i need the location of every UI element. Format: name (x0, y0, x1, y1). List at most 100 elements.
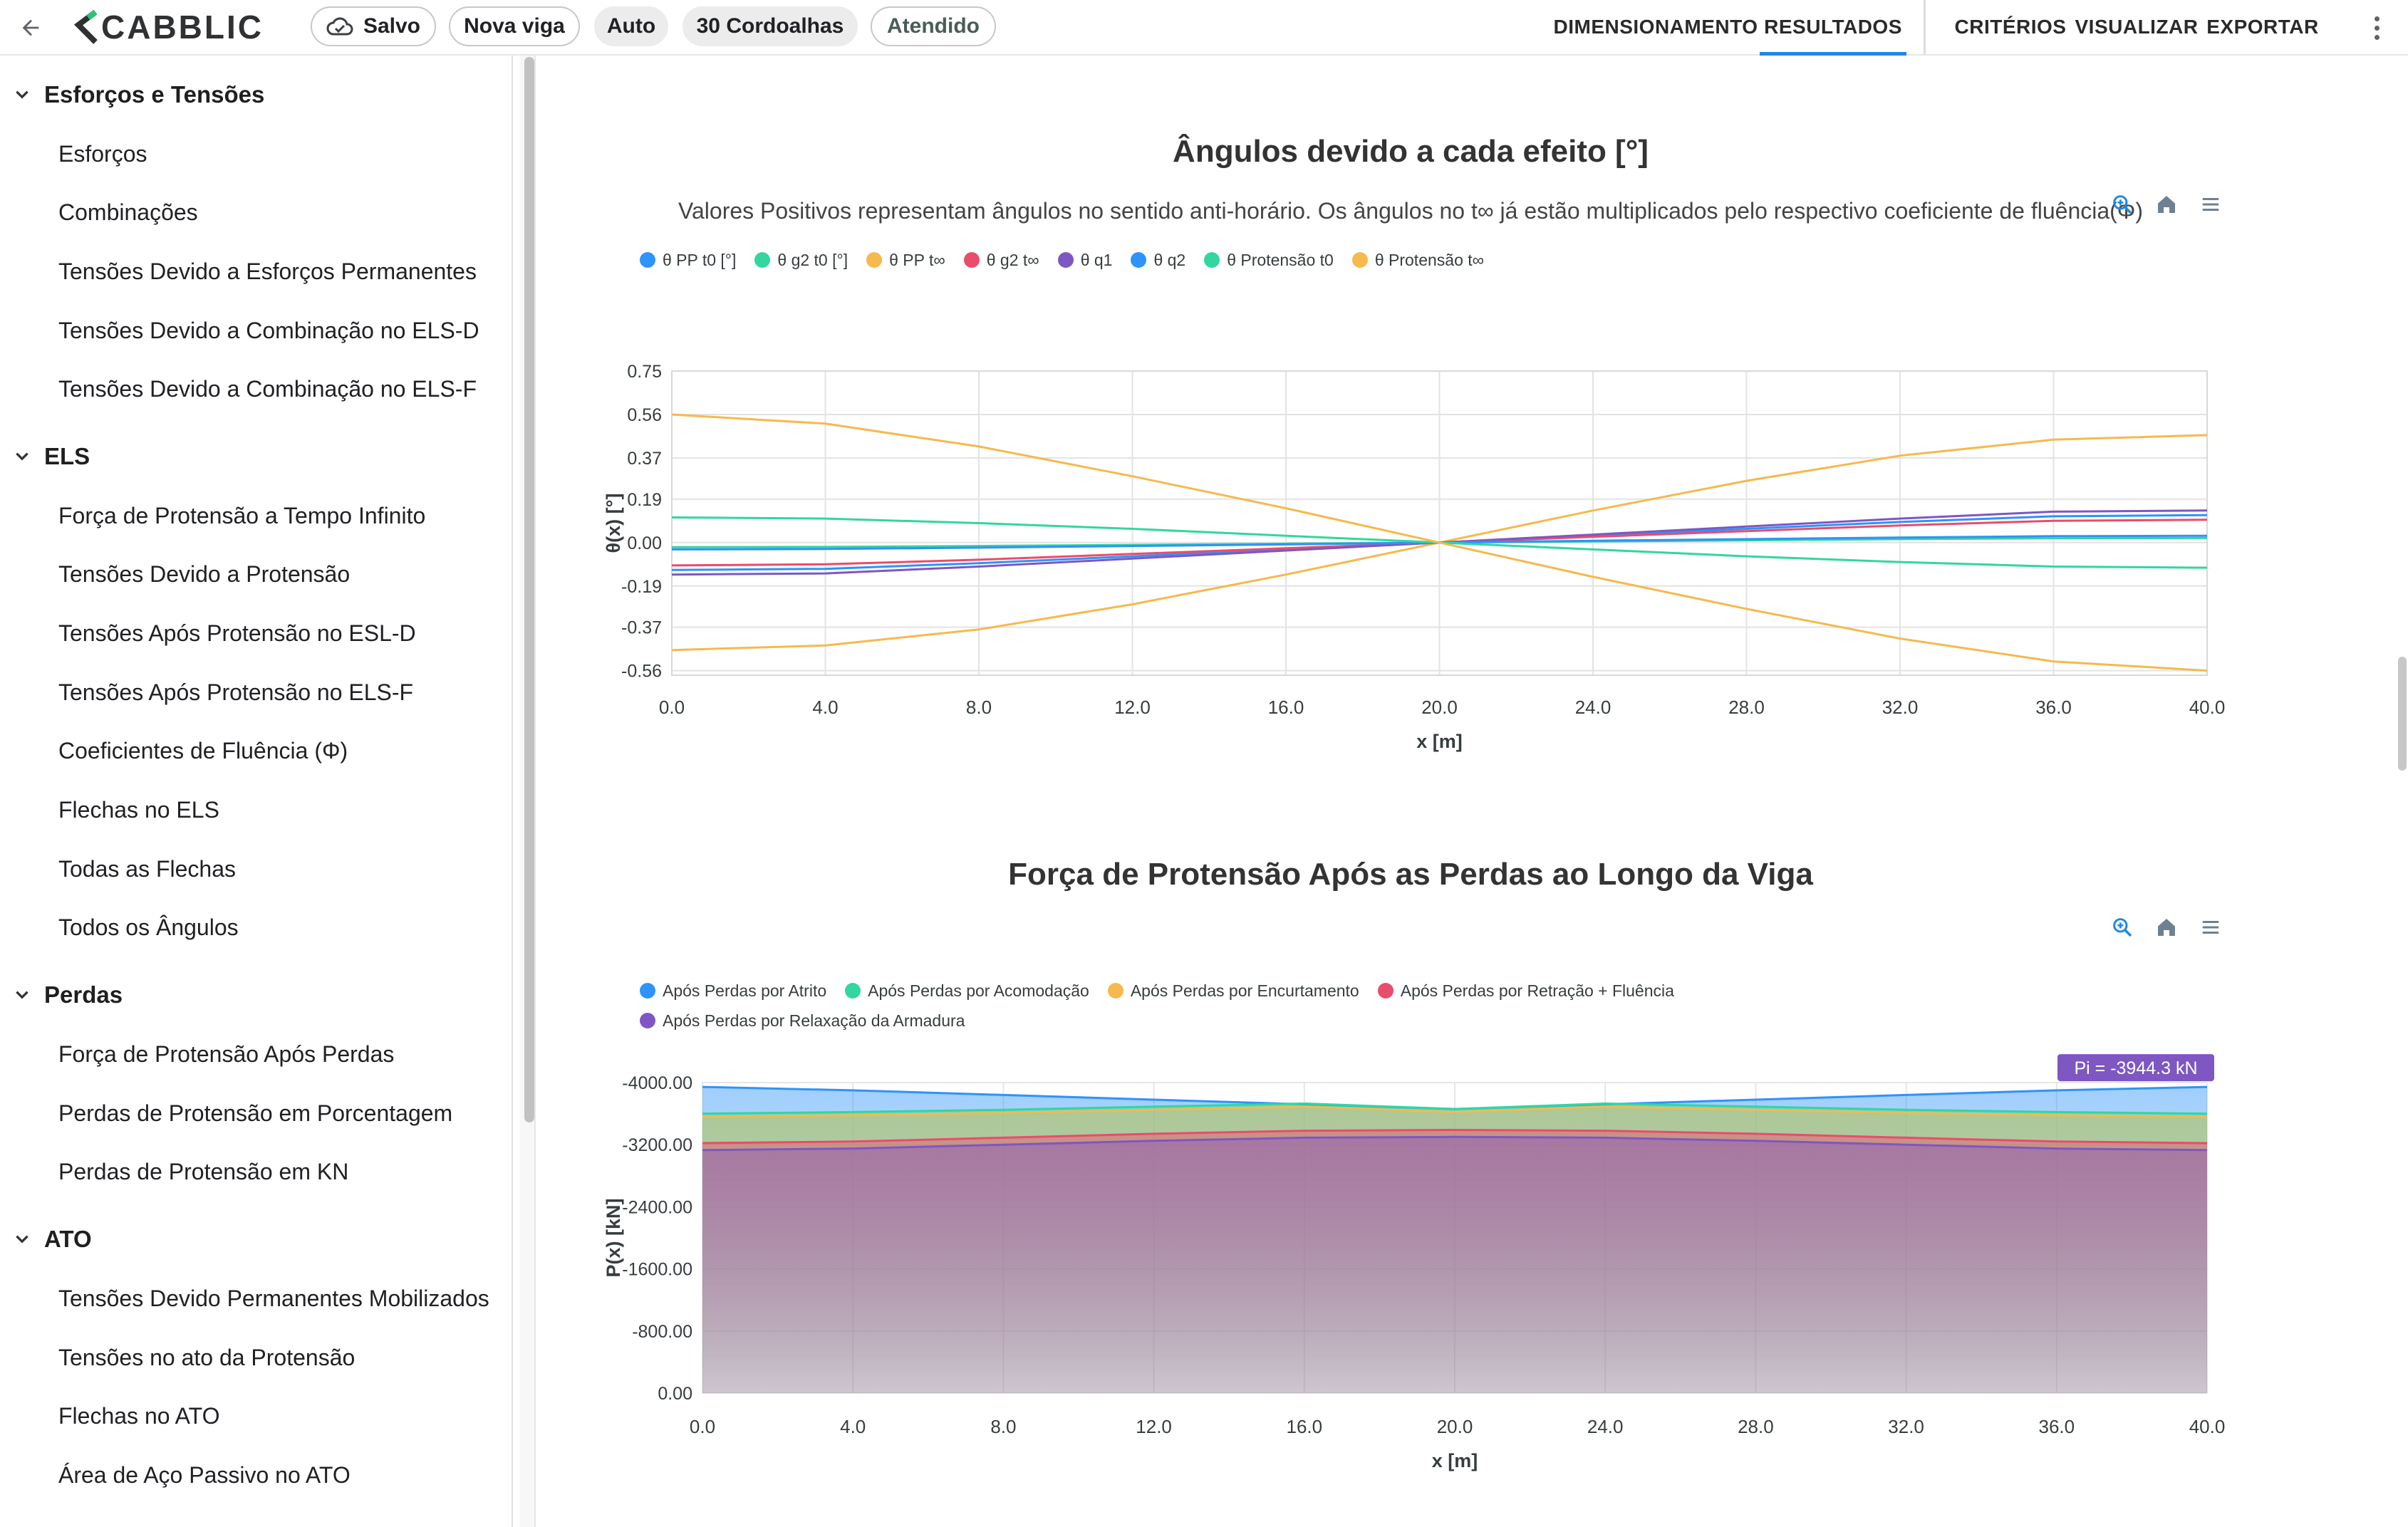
menu-icon[interactable] (2197, 914, 2224, 941)
y-axis-label: P(x) [kN] (603, 1198, 624, 1277)
tab-visualizar[interactable]: VISUALIZAR (2075, 0, 2199, 54)
x-tick-label: 40.0 (2189, 697, 2226, 718)
y-tick-label: 0.56 (627, 405, 662, 425)
y-tick-label: -800.00 (632, 1322, 692, 1342)
force-legend-item[interactable]: Após Perdas por Acomodação (845, 976, 1089, 1006)
legend-label: Após Perdas por Atrito (663, 981, 827, 1000)
tab-criterios[interactable]: CRITÉRIOS (1951, 0, 2070, 54)
legend-marker (640, 983, 655, 999)
sidebar-item-tensoes-els-f[interactable]: Tensões Devido a Combinação no ELS-F (58, 375, 477, 402)
new-beam-label: Nova viga (464, 14, 565, 38)
force-chart-legend: Após Perdas por Atrito Após Perdas por Ac… (640, 976, 1865, 1036)
y-tick-label: -0.56 (621, 662, 662, 682)
force-chart-title: Força de Protensão Após as Perdas ao Lon… (1008, 857, 1813, 892)
legend-label: Após Perdas por Encurtamento (1130, 981, 1359, 1000)
legend-label: Após Perdas por Retração + Fluência (1400, 981, 1674, 1000)
angles-legend-item[interactable]: θ Protensão t∞ (1351, 245, 1485, 275)
sidebar-item-aco-passivo[interactable]: Área de Aço Passivo no ATO (58, 1461, 351, 1488)
angles-legend-item[interactable]: θ Protensão t0 (1204, 245, 1334, 275)
force-area-chart: 0.0 4.0 8.0 12.0 16.0 20.0 24.0 28.0 32.0 36.0 40.… (603, 1054, 2225, 1471)
more-vert-icon[interactable] (2362, 10, 2391, 46)
angles-legend-item[interactable]: θ g2 t∞ (963, 245, 1039, 275)
zoom-in-icon[interactable] (2109, 914, 2136, 941)
sidebar-section-esforcos[interactable]: Esforços e Tensões (0, 73, 264, 116)
force-legend-item[interactable]: Após Perdas por Relaxação da Armadura (640, 1006, 965, 1036)
status-met-chip[interactable]: Atendido (871, 6, 996, 46)
legend-label: θ Protensão t∞ (1374, 250, 1485, 269)
tab-resultados-label: RESULTADOS (1764, 16, 1902, 38)
sidebar-item-tensoes-mobilizados[interactable]: Tensões Devido Permanentes Mobilizados (58, 1285, 489, 1311)
sidebar-item-todos-angulos[interactable]: Todos os Ângulos (58, 914, 239, 940)
tab-resultados[interactable]: RESULTADOS (1760, 0, 1906, 56)
chevron-down-icon (16, 452, 28, 461)
sidebar-item-tensoes-protensao[interactable]: Tensões Devido a Protensão (58, 561, 351, 587)
saved-status-chip[interactable]: Salvo (311, 6, 436, 46)
sidebar-section-ato[interactable]: ATO (0, 1218, 92, 1261)
sidebar-item-combinacoes[interactable]: Combinações (58, 199, 198, 225)
tab-criterios-label: CRITÉRIOS (1954, 16, 2067, 38)
auto-chip[interactable]: Auto (594, 6, 668, 46)
new-beam-chip[interactable]: Nova viga (449, 6, 580, 46)
sidebar-item-tensoes-els-f-protensao[interactable]: Tensões Após Protensão no ELS-F (58, 679, 414, 705)
force-legend-item[interactable]: Após Perdas por Retração + Fluência (1377, 976, 1674, 1006)
series-line[interactable] (702, 1102, 2208, 1115)
angles-legend-item[interactable]: θ PP t0 [°] (640, 245, 736, 275)
series-line[interactable] (702, 1128, 2208, 1145)
series-line[interactable] (702, 1135, 2208, 1152)
tab-dimensionamento[interactable]: DIMENSIONAMENTO (1554, 0, 1758, 54)
sidebar-item-tensoes-ato[interactable]: Tensões no ato da Protensão (58, 1344, 356, 1370)
sidebar-item-perdas-porcentagem[interactable]: Perdas de Protensão em Porcentagem (58, 1100, 453, 1126)
legend-label: Após Perdas por Relaxação da Armadura (663, 1011, 965, 1030)
legend-label: θ q1 (1080, 250, 1113, 269)
sidebar-scrollbar-thumb[interactable] (524, 57, 534, 1122)
angles-legend-item[interactable]: θ q1 (1057, 245, 1113, 275)
x-tick-label: 28.0 (1738, 1416, 1774, 1437)
tab-exportar[interactable]: EXPORTAR (2206, 0, 2320, 54)
legend-label: Após Perdas por Acomodação (868, 981, 1089, 1000)
sidebar-item-esforcos[interactable]: Esforços (58, 140, 147, 167)
sidebar-item-forca-apos-perdas[interactable]: Força de Protensão Após Perdas (58, 1041, 395, 1067)
sidebar-item-perdas-kn[interactable]: Perdas de Protensão em KN (58, 1158, 349, 1184)
home-icon[interactable] (2153, 914, 2180, 941)
sidebar-item-tensoes-esl-d[interactable]: Tensões Após Protensão no ESL-D (58, 620, 416, 646)
x-tick-label: 8.0 (990, 1416, 1016, 1437)
sidebar-section-els[interactable]: ELS (0, 435, 90, 478)
sidebar-item-flechas-ato[interactable]: Flechas no ATO (58, 1402, 220, 1429)
angles-legend-item[interactable]: θ g2 t0 [°] (754, 245, 848, 275)
angles-legend-item[interactable]: θ PP t∞ (866, 245, 945, 275)
x-tick-label: 20.0 (1421, 697, 1458, 718)
sidebar-item-coeficientes-fluencia[interactable]: Coeficientes de Fluência (Φ) (58, 737, 348, 764)
legend-label: θ PP t0 [°] (663, 250, 737, 269)
plot-border (671, 370, 2208, 676)
series-line[interactable] (671, 413, 2208, 672)
app-logo[interactable]: CABBLIC (74, 7, 264, 47)
sidebar-item-flechas-els[interactable]: Flechas no ELS (58, 796, 219, 823)
series-area[interactable] (702, 1137, 2207, 1393)
strands-chip[interactable]: 30 Cordoalhas (683, 6, 858, 46)
menu-icon[interactable] (2197, 191, 2224, 218)
home-icon[interactable] (2153, 191, 2180, 218)
sidebar-item-forca-tempo-infinito[interactable]: Força de Protensão a Tempo Infinito (58, 502, 426, 528)
y-tick-label: -4000.00 (622, 1073, 692, 1093)
sidebar-item-tensoes-els-d[interactable]: Tensões Devido a Combinação no ELS-D (58, 317, 479, 343)
top-app-bar: CABBLIC Salvo Nova viga Auto 30 Cordoalh… (0, 0, 2408, 56)
back-button[interactable] (13, 10, 48, 46)
status-met-label: Atendido (887, 14, 980, 38)
sidebar-section-perdas[interactable]: Perdas (0, 974, 123, 1016)
force-legend-item[interactable]: Após Perdas por Atrito (640, 976, 826, 1006)
sidebar-item-tensoes-permanentes[interactable]: Tensões Devido a Esforços Permanentes (58, 258, 477, 284)
zoom-in-icon[interactable] (2109, 191, 2136, 218)
angles-legend-item[interactable]: θ q2 (1131, 245, 1185, 275)
series-line[interactable] (702, 1105, 2208, 1118)
force-legend-item[interactable]: Após Perdas por Encurtamento (1107, 976, 1359, 1006)
x-axis-label: x [m] (1416, 731, 1463, 752)
sidebar-item-todas-flechas[interactable]: Todas as Flechas (58, 855, 237, 882)
y-tick-label: -0.37 (621, 618, 662, 638)
main-scrollbar-thumb[interactable] (2398, 657, 2407, 771)
y-tick-label: 0.19 (627, 490, 662, 510)
chevron-down-icon (16, 1235, 28, 1244)
angles-chart-legend: θ PP t0 [°] θ g2 t0 [°] θ PP t∞ θ g2 t∞ θ q1… (640, 245, 2207, 275)
y-tick-label: 0.00 (627, 533, 662, 553)
results-panel: Ângulos devido a cada efeito [°] Valores… (541, 56, 2394, 1527)
force-chart-toolbar (2109, 914, 2224, 941)
